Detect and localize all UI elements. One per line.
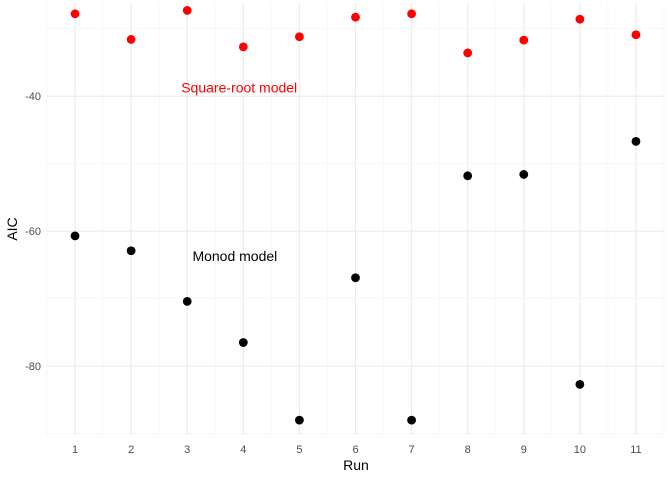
x-tick-label: 1 — [72, 444, 78, 456]
monod-model-point — [407, 415, 416, 425]
square-root-model-annotation: Square-root model — [181, 79, 297, 95]
monod-model-point — [182, 296, 192, 306]
monod-model-annotation: Monod model — [192, 248, 277, 264]
square-root-model-point — [407, 9, 416, 19]
x-tick-label: 5 — [296, 444, 302, 456]
x-axis-title: Run — [343, 457, 369, 473]
y-tick-label: -80 — [25, 361, 41, 373]
square-root-model-point — [463, 48, 473, 58]
x-tick-label: 11 — [630, 444, 641, 456]
y-tick-label: -60 — [25, 226, 41, 238]
x-tick-label: 10 — [574, 444, 586, 456]
y-axis-tick-labels: -40 -60 -80 — [25, 91, 41, 373]
monod-model-point — [575, 379, 585, 389]
square-root-model-point — [575, 14, 585, 24]
y-axis-title: AIC — [4, 217, 20, 240]
square-root-model-point — [126, 35, 136, 44]
monod-model-point — [126, 246, 136, 256]
monod-model-point — [70, 231, 80, 241]
x-tick-label: 6 — [352, 444, 358, 456]
square-root-model-point — [519, 35, 529, 45]
monod-model-point — [238, 338, 248, 347]
y-tick-label: -40 — [25, 91, 41, 103]
monod-model-point — [295, 415, 304, 425]
x-tick-label: 2 — [128, 444, 134, 456]
monod-model-point — [519, 170, 529, 179]
square-root-model-point — [238, 42, 248, 52]
x-tick-label: 3 — [184, 444, 190, 456]
x-axis-tick-labels: 1 2 3 4 5 6 7 8 9 10 11 — [72, 444, 642, 456]
monod-model-point — [631, 136, 641, 146]
x-tick-label: 8 — [465, 444, 471, 456]
square-root-model-point — [295, 32, 304, 42]
monod-model-point — [463, 171, 473, 181]
x-tick-label: 7 — [409, 444, 415, 456]
major-gridlines — [47, 3, 664, 435]
x-tick-label: 9 — [521, 444, 527, 456]
monod-model-point — [351, 273, 360, 283]
data-points — [70, 6, 641, 425]
square-root-model-point — [182, 6, 192, 15]
square-root-model-point — [631, 30, 641, 40]
chart-annotations: Square-root model Monod model — [181, 79, 297, 264]
x-tick-label: 4 — [240, 444, 246, 456]
square-root-model-point — [351, 12, 360, 22]
square-root-model-point — [70, 9, 80, 19]
